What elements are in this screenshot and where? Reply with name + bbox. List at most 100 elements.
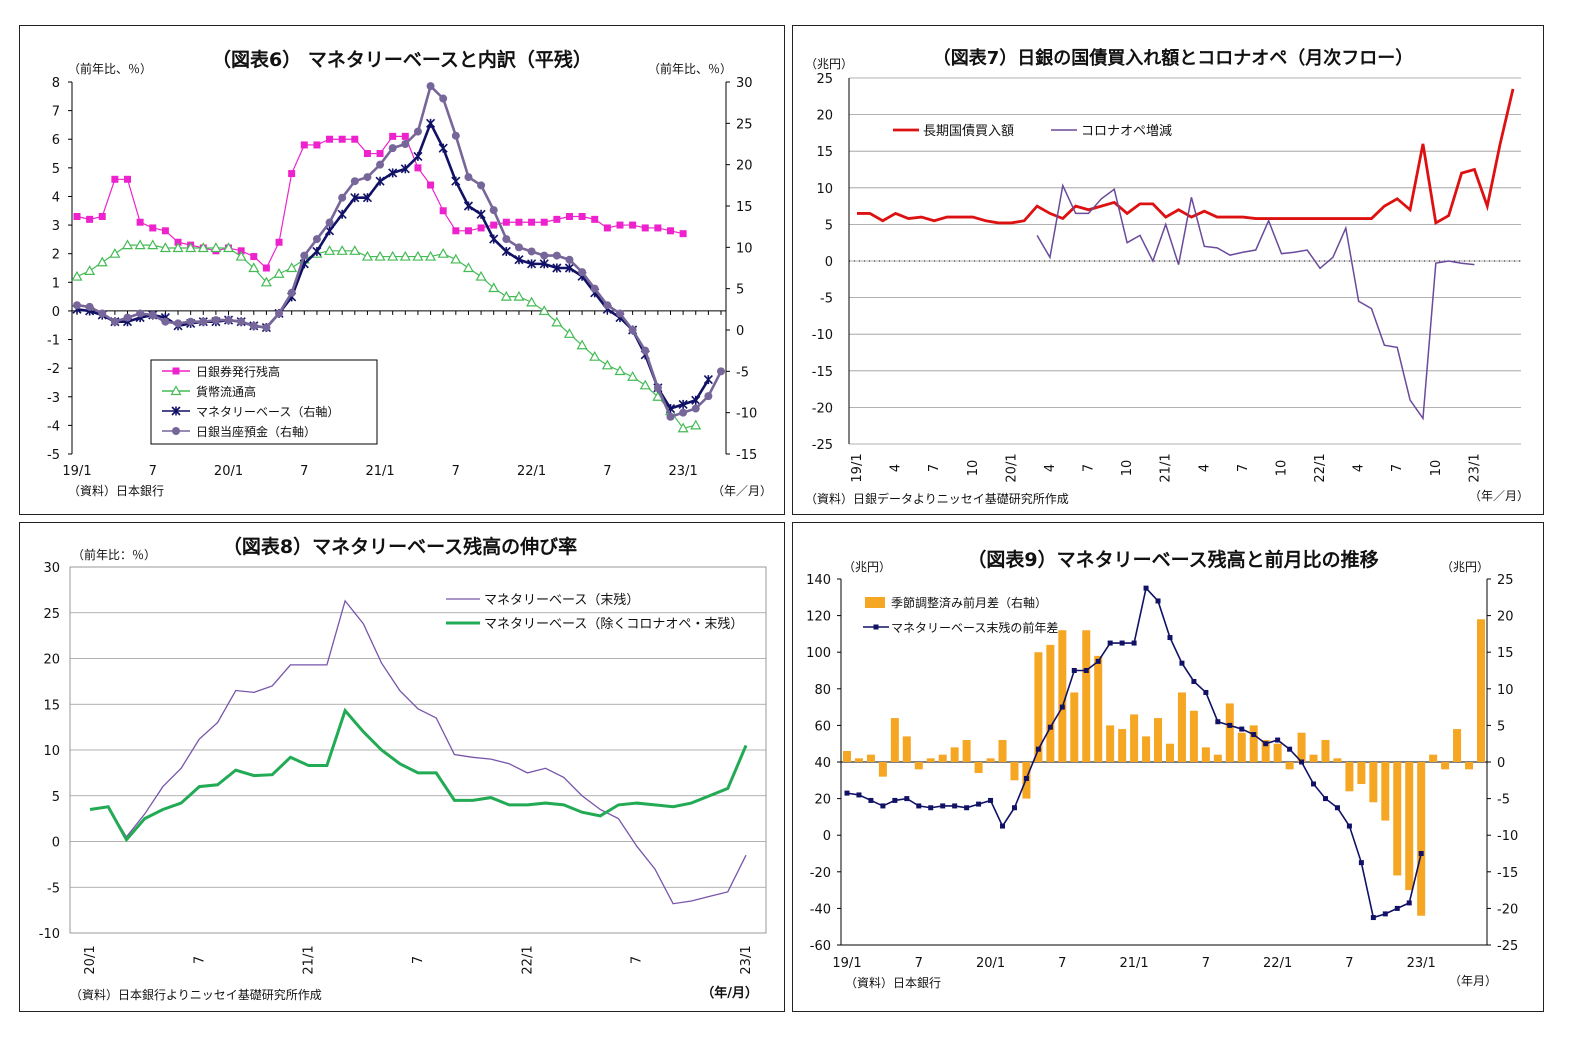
legend-label: 季節調整済み前月差（右軸） xyxy=(891,595,1047,610)
series-4-point xyxy=(439,94,448,103)
bar xyxy=(938,754,947,762)
series-2-point xyxy=(96,256,108,267)
series-1-point xyxy=(679,230,687,238)
right-tick-label: -25 xyxy=(1497,939,1518,954)
series-2-point xyxy=(185,242,197,253)
x-tick-label: 19/1 xyxy=(832,956,861,971)
bar xyxy=(1094,655,1103,762)
series-4-line xyxy=(76,83,723,419)
bar xyxy=(854,758,863,762)
bar xyxy=(1441,762,1450,770)
series-3-point xyxy=(527,259,537,269)
x-tick-label: 22/1 xyxy=(517,464,546,479)
series-2-point xyxy=(437,247,449,258)
series-2-point xyxy=(952,803,958,809)
bar xyxy=(1333,758,1342,762)
series-4-point xyxy=(249,321,258,330)
left-tick-label: -5 xyxy=(47,448,60,463)
x-tick-label: 22/1 xyxy=(520,945,535,974)
series-2-point xyxy=(121,239,134,250)
series-1-point xyxy=(124,175,132,183)
x-tick-label: 20/1 xyxy=(83,945,98,974)
series-4-point xyxy=(413,127,422,136)
series-4-point xyxy=(388,144,397,153)
series-1-point xyxy=(603,224,611,232)
figure-7-chart: （図表7）日銀の国債買入れ額とコロナオペ（月次フロー） （兆円） -25 -20 -15… xyxy=(805,47,1529,506)
bar xyxy=(1273,743,1282,762)
series-3-point xyxy=(564,263,575,273)
series-4-point xyxy=(565,255,574,264)
series-1-point xyxy=(149,224,157,232)
x-tick-label: 7 xyxy=(1202,956,1210,971)
legend-label: コロナオペ増減 xyxy=(1081,123,1172,139)
bar xyxy=(1453,729,1462,762)
series-4-point xyxy=(540,251,549,260)
y-tick-label: 5 xyxy=(52,790,60,805)
bar xyxy=(950,747,959,762)
bar xyxy=(926,758,935,762)
series-3-point xyxy=(463,201,474,211)
x-tick-label: 21/1 xyxy=(1119,956,1148,971)
right-tick-label: 30 xyxy=(736,76,753,91)
bar xyxy=(1237,732,1246,762)
series-2-point xyxy=(844,790,850,796)
series-3-point xyxy=(388,168,398,178)
series-1-point xyxy=(528,218,536,226)
series-1-point xyxy=(591,215,599,223)
series-4-point xyxy=(704,392,713,401)
right-tick-label: 20 xyxy=(736,159,753,174)
series-2-point xyxy=(412,250,424,261)
series-4-point xyxy=(590,284,599,293)
source-note: （資料）日銀データよりニッセイ基礎研究所作成 xyxy=(805,491,1069,506)
series-2-point xyxy=(273,267,285,278)
bar xyxy=(1082,630,1091,762)
series-4-point xyxy=(110,317,119,326)
series-2-point xyxy=(1023,775,1029,781)
series-4-point xyxy=(148,311,157,320)
right-tick-label: 15 xyxy=(1497,646,1514,661)
series-2-point xyxy=(399,250,411,261)
right-tick-label: -5 xyxy=(736,365,749,380)
x-tick-label: 7 xyxy=(915,956,923,971)
series-2-point xyxy=(1358,860,1364,866)
series-1-line xyxy=(857,88,1515,226)
series-1-point xyxy=(439,207,447,215)
bar xyxy=(1369,762,1378,803)
series-4-point xyxy=(376,160,385,169)
series-4-point xyxy=(85,302,94,311)
y-axis-label: （兆円） xyxy=(805,57,853,71)
x-axis-unit: （年月） xyxy=(1449,974,1497,988)
x-tick-label: 21/1 xyxy=(1159,453,1174,482)
series-1-point xyxy=(111,175,119,183)
bar xyxy=(1118,729,1127,762)
left-tick-label: -2 xyxy=(47,362,60,377)
series-2-point xyxy=(690,419,702,430)
series-2-point xyxy=(159,242,171,253)
x-tick-label: 10 xyxy=(966,460,981,477)
series-4-point xyxy=(653,383,662,392)
bar xyxy=(1130,714,1139,762)
bar xyxy=(843,751,851,762)
series-3-point xyxy=(678,399,688,409)
series-1-point xyxy=(578,212,586,220)
series-1-point xyxy=(464,227,472,235)
series-4-point xyxy=(174,319,183,328)
series-4-point xyxy=(186,317,195,326)
x-tick-label: 7 xyxy=(1082,464,1097,472)
series-3-point xyxy=(539,259,549,269)
left-tick-label: 5 xyxy=(52,162,60,177)
y-tick-label: 20 xyxy=(816,109,833,124)
right-tick-label: -5 xyxy=(1497,793,1510,808)
series-2-point xyxy=(1322,796,1328,802)
x-tick-label: 7 xyxy=(1058,956,1066,971)
bar xyxy=(1393,762,1402,876)
series-2-point xyxy=(551,316,563,327)
series-2-point xyxy=(71,270,83,281)
series-2-point xyxy=(1418,851,1424,856)
series-1-point xyxy=(477,224,485,232)
series-2-point xyxy=(172,242,184,253)
series-1-point xyxy=(565,212,573,220)
chart-title: （図表9）マネタリーベース残高と前月比の推移 xyxy=(967,548,1378,571)
series-2-point xyxy=(462,262,474,273)
series-4-point xyxy=(426,82,435,91)
